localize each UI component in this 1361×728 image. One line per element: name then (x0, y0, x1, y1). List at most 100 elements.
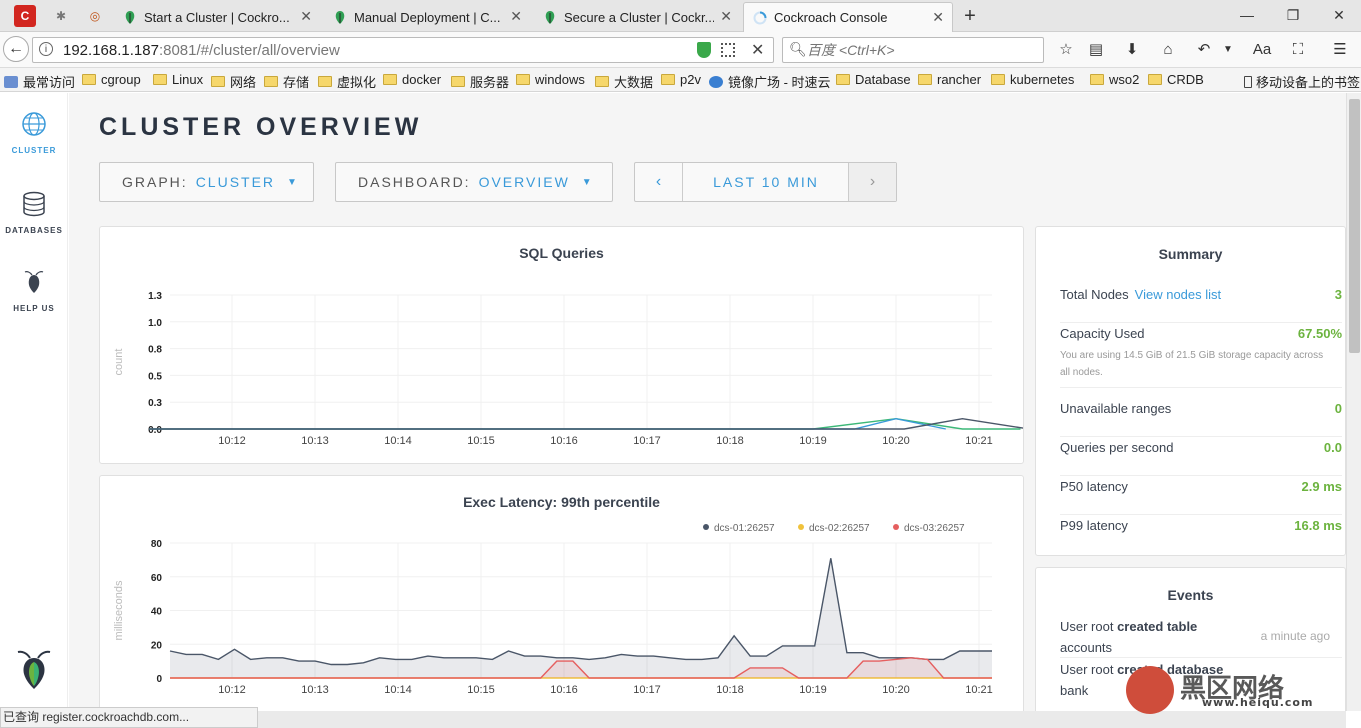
undo-icon[interactable]: ↶ (1197, 41, 1211, 58)
bookmark-item[interactable]: rancher (918, 72, 981, 87)
url-bar[interactable]: i 192.168.1.187:8081/#/cluster/all/overv… (32, 37, 774, 63)
time-next-button[interactable]: › (848, 163, 896, 201)
new-tab-button[interactable]: + (964, 5, 976, 27)
series-area (170, 657, 992, 678)
bookmark-item[interactable]: 镜像广场 - 时速云 (709, 72, 831, 91)
sidebar-item-databases[interactable]: DATABASES (0, 191, 68, 235)
folder-icon (82, 74, 96, 85)
x-tick-label: 10:21 (965, 684, 993, 696)
summary-qps: Queries per second 0.0 (1060, 440, 1342, 476)
folder-icon (1090, 74, 1104, 85)
series-area (170, 558, 992, 678)
bookmark-item[interactable]: windows (516, 72, 585, 87)
bookmark-item[interactable]: kubernetes (991, 72, 1074, 87)
time-range-selector: ‹ LAST 10 MIN › (634, 162, 897, 202)
x-tick-label: 10:13 (301, 684, 329, 696)
y-tick-label: 1.3 (148, 291, 162, 302)
series-line (149, 417, 1023, 430)
qr-code-icon[interactable] (721, 43, 735, 57)
vertical-scrollbar[interactable] (1346, 93, 1361, 711)
loading-spinner-icon (752, 10, 768, 26)
bookmark-item[interactable]: cgroup (82, 72, 141, 87)
close-window-button[interactable]: ✕ (1333, 7, 1345, 23)
pinned-tab-gear-icon[interactable]: ✱ (55, 9, 67, 23)
x-tick-label: 10:19 (799, 684, 827, 696)
x-tick-label: 10:12 (218, 684, 246, 696)
tab-manual-deployment[interactable]: Manual Deployment | C... ✕ (324, 2, 530, 32)
pinned-tab-chrome-icon[interactable]: ◎ (89, 9, 101, 23)
x-tick-label: 10:14 (384, 435, 412, 447)
view-nodes-link[interactable]: View nodes list (1134, 287, 1222, 302)
sql-queries-card: SQL Queries 1.3 1.0 0.8 0.5 0.3 0.0 10:12 10:13… (99, 226, 1024, 464)
search-input[interactable] (807, 40, 1037, 60)
y-tick-label: 0.5 (148, 371, 162, 382)
bookmark-star-icon[interactable]: ☆ (1059, 41, 1073, 58)
search-bar[interactable]: 🔍︎ (782, 37, 1044, 63)
close-icon[interactable]: ✕ (932, 9, 944, 25)
bookmark-item[interactable]: 网络 (211, 72, 256, 91)
tab-start-cluster[interactable]: Start a Cluster | Cockro... ✕ (114, 2, 320, 32)
crop-icon[interactable]: ⛶ (1292, 41, 1304, 58)
tab-secure-cluster[interactable]: Secure a Cluster | Cockr... ✕ (534, 2, 740, 32)
tab-cockroach-console[interactable]: Cockroach Console ✕ (743, 2, 953, 32)
y-tick-label: 60 (151, 573, 163, 584)
x-tick-label: 10:20 (882, 684, 910, 696)
sidebar-item-cluster[interactable]: CLUSTER (0, 111, 68, 155)
mobile-bookmarks[interactable]: 移动设备上的书签 (1244, 72, 1360, 91)
download-icon[interactable]: ⬇ (1125, 41, 1139, 58)
watermark-logo-icon (1126, 666, 1174, 714)
pinned-tab-c-icon[interactable]: C (14, 5, 36, 27)
close-icon[interactable]: ✕ (510, 8, 522, 24)
legend-swatch (893, 524, 899, 530)
minimize-button[interactable]: — (1240, 7, 1254, 23)
reader-view-icon[interactable]: Aa (1252, 41, 1272, 58)
bookmark-item[interactable]: Linux (153, 72, 203, 87)
close-icon[interactable]: ✕ (751, 42, 765, 59)
graph-dropdown[interactable]: GRAPH: CLUSTER ▼ (99, 162, 314, 202)
bookmark-item[interactable]: Database (836, 72, 911, 87)
dashboard-dropdown[interactable]: DASHBOARD: OVERVIEW ▼ (335, 162, 613, 202)
sql-queries-chart: 1.3 1.0 0.8 0.5 0.3 0.0 10:12 10:13 10:14 10:15 10… (113, 291, 1023, 447)
home-icon[interactable]: ⌂ (1163, 41, 1173, 58)
close-icon[interactable]: ✕ (300, 8, 312, 24)
series-line (170, 657, 992, 679)
chevron-left-icon: ‹ (655, 173, 662, 190)
menu-icon[interactable]: ☰ (1333, 41, 1347, 58)
summary-unavailable-ranges: Unavailable ranges 0 (1060, 401, 1342, 437)
back-button[interactable]: ← (3, 36, 29, 62)
sidebar-item-help-us[interactable]: HELP US (0, 269, 68, 313)
shield-icon[interactable] (697, 42, 711, 58)
bookmark-item[interactable]: p2v (661, 72, 701, 87)
summary-p99: P99 latency 16.8 ms (1060, 518, 1342, 533)
close-icon[interactable]: ✕ (720, 8, 732, 24)
url-text[interactable]: 192.168.1.187:8081/#/cluster/all/overvie… (63, 42, 340, 59)
phone-icon (1244, 75, 1252, 88)
globe-icon (22, 112, 46, 136)
y-tick-label: 20 (151, 640, 163, 651)
app-sidebar: CLUSTER DATABASES HELP US (0, 93, 68, 711)
folder-icon (836, 74, 850, 85)
time-range-dropdown[interactable]: LAST 10 MIN (713, 174, 819, 190)
exec-latency-chart: 80 60 40 20 0 10:12 10:13 10:14 10:15 10:16 10:17 1… (113, 523, 993, 696)
info-icon[interactable]: i (39, 42, 53, 56)
folder-icon (991, 74, 1005, 85)
events-title: Events (1167, 587, 1214, 603)
legend-swatch (703, 524, 709, 530)
bookmark-item[interactable]: wso2 (1090, 72, 1139, 87)
bookmark-item[interactable]: docker (383, 72, 441, 87)
bookmark-item[interactable]: 服务器 (451, 72, 509, 91)
folder-icon (451, 76, 465, 87)
scrollbar-thumb[interactable] (1349, 99, 1360, 353)
bookmark-item[interactable]: CRDB (1148, 72, 1204, 87)
time-prev-button[interactable]: ‹ (635, 163, 683, 201)
page-title: CLUSTER OVERVIEW (99, 113, 423, 141)
bookmark-item[interactable]: 存储 (264, 72, 309, 91)
bookmark-item[interactable]: 大数据 (595, 72, 653, 91)
horizontal-scrollbar[interactable] (258, 711, 1346, 728)
bookmark-item[interactable]: 最常访问 (4, 72, 75, 91)
bookmark-item[interactable]: 虚拟化 (318, 72, 376, 91)
chevron-down-icon[interactable]: ▼ (1223, 44, 1233, 55)
reading-list-icon[interactable]: ▤ (1088, 41, 1104, 58)
restore-button[interactable]: ❐ (1286, 7, 1300, 23)
x-tick-label: 10:16 (550, 435, 578, 447)
